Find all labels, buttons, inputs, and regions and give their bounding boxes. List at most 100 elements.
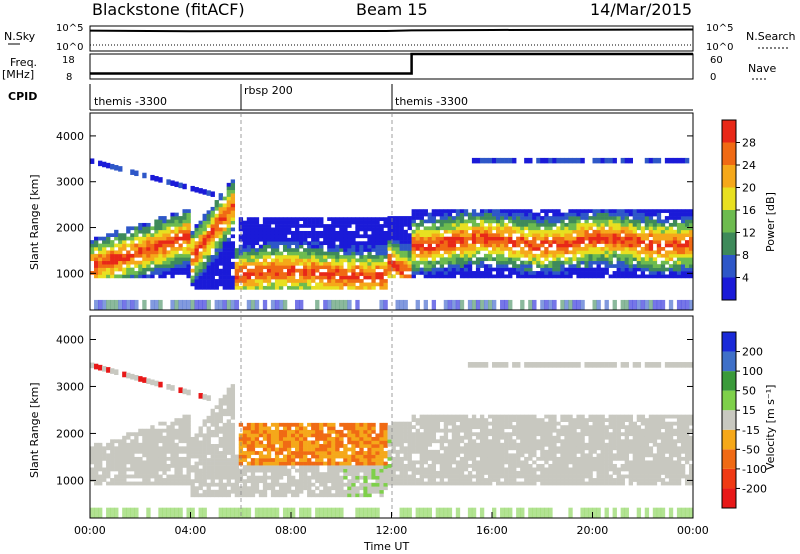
heatmap-cell xyxy=(339,244,344,249)
heatmap-cell xyxy=(339,454,344,459)
heatmap-cell xyxy=(423,212,428,217)
heatmap-cell xyxy=(295,429,300,434)
heatmap-cell xyxy=(532,414,537,419)
heatmap-cell xyxy=(162,264,167,268)
heatmap-cell xyxy=(190,279,195,283)
heatmap-cell xyxy=(274,451,280,455)
heatmap-cell xyxy=(411,257,416,262)
heatmap-cell xyxy=(504,414,509,419)
heatmap-cell xyxy=(226,461,231,466)
heatmap-cell xyxy=(395,453,400,458)
heatmap-cell xyxy=(387,425,392,430)
heatmap-cell xyxy=(387,219,392,224)
heatmap-cell xyxy=(596,257,601,262)
heatmap-cell xyxy=(556,432,561,437)
heatmap-cell xyxy=(230,251,236,256)
heatmap-cell xyxy=(218,461,223,466)
heatmap-cell xyxy=(492,243,497,248)
heatmap-cell xyxy=(218,258,223,263)
heatmap-cell xyxy=(363,440,368,445)
heatmap-cell xyxy=(339,493,344,498)
heatmap-cell xyxy=(270,217,276,221)
heatmap-cell xyxy=(335,248,340,252)
heatmap-cell xyxy=(158,222,163,227)
heatmap-cell xyxy=(524,222,529,227)
heatmap-cell xyxy=(387,267,392,272)
heatmap-cell xyxy=(536,467,541,472)
heatmap-cell xyxy=(447,240,453,244)
heatmap-cell xyxy=(443,226,449,231)
heatmap-cell xyxy=(616,233,621,237)
heatmap-cell xyxy=(672,243,678,248)
heatmap-cell xyxy=(500,456,505,461)
heatmap-cell xyxy=(652,260,658,265)
heatmap-cell xyxy=(311,440,316,445)
heatmap-cell xyxy=(190,444,195,448)
heatmap-cell xyxy=(568,478,573,482)
heatmap-cell xyxy=(274,248,280,252)
heatmap-cell xyxy=(604,222,609,227)
heatmap-cell xyxy=(230,461,236,466)
heatmap-cell xyxy=(335,507,340,518)
heatmap-cell xyxy=(492,460,497,465)
heatmap-cell xyxy=(190,451,195,455)
heatmap-cell xyxy=(496,435,501,440)
heatmap-cell xyxy=(576,216,581,220)
heatmap-cell xyxy=(548,243,553,248)
heatmap-cell xyxy=(648,260,654,265)
heatmap-cell xyxy=(640,229,646,234)
heatmap-cell xyxy=(307,482,312,487)
heatmap-cell xyxy=(222,394,227,399)
heatmap-cell xyxy=(387,222,392,227)
heatmap-cell xyxy=(307,468,312,473)
heatmap-cell xyxy=(331,426,336,431)
heatmap-cell xyxy=(568,236,573,241)
heatmap-cell xyxy=(250,261,256,266)
heatmap-cell xyxy=(254,220,260,225)
heatmap-cell xyxy=(178,471,183,475)
heatmap-cell xyxy=(564,460,569,465)
heatmap-cell xyxy=(242,230,248,235)
heatmap-cell xyxy=(170,260,175,265)
heatmap-cell xyxy=(355,275,360,280)
heatmap-cell xyxy=(250,451,256,455)
heatmap-cell xyxy=(652,157,658,164)
heatmap-cell xyxy=(347,436,352,441)
heatmap-cell xyxy=(327,458,332,462)
heatmap-cell xyxy=(299,285,304,290)
heatmap-cell xyxy=(230,440,236,445)
heatmap-cell xyxy=(258,475,264,480)
heatmap-cell xyxy=(668,229,674,234)
heatmap-cell xyxy=(536,432,541,437)
heatmap-cell xyxy=(427,243,432,248)
heatmap-cell xyxy=(439,446,445,451)
heatmap-cell xyxy=(355,224,360,228)
heatmap-cell xyxy=(158,432,163,437)
heatmap-cell xyxy=(540,267,545,272)
heatmap-cell xyxy=(307,261,312,266)
heatmap-cell xyxy=(323,227,328,232)
heatmap-cell xyxy=(150,257,155,262)
heatmap-cell xyxy=(379,447,384,452)
heatmap-cell xyxy=(230,213,236,218)
heatmap-cell xyxy=(351,486,356,491)
heatmap-cell xyxy=(435,209,441,213)
heatmap-cell xyxy=(536,233,541,237)
heatmap-cell xyxy=(532,243,537,248)
heatmap-cell xyxy=(206,217,211,221)
heatmap-cell xyxy=(315,479,320,484)
heatmap-cell xyxy=(266,507,272,518)
heatmap-cell xyxy=(150,250,155,255)
heatmap-cell xyxy=(680,209,686,213)
heatmap-cell xyxy=(411,250,416,255)
heatmap-cell xyxy=(504,226,509,231)
heatmap-cell xyxy=(226,394,231,399)
heatmap-cell xyxy=(676,209,682,213)
cpid-label: CPID xyxy=(8,90,37,103)
heatmap-cell xyxy=(483,219,489,224)
heatmap-cell xyxy=(463,236,469,241)
heatmap-cell xyxy=(540,435,545,440)
heatmap-cell xyxy=(483,481,489,486)
heatmap-cell xyxy=(226,479,231,484)
heatmap-cell xyxy=(347,429,352,434)
